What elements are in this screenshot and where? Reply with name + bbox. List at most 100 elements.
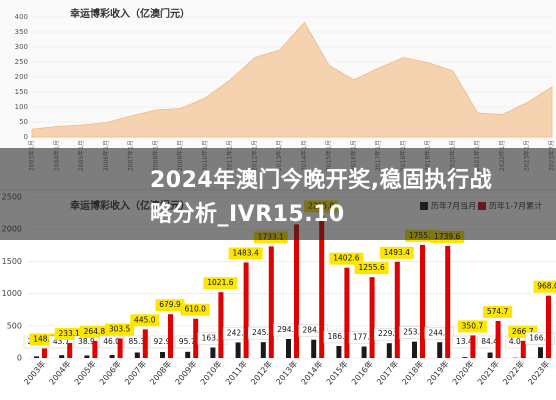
- bar: [142, 329, 148, 358]
- bar: [394, 261, 400, 358]
- value-label: 1483.4: [232, 248, 258, 257]
- bar: [117, 338, 123, 358]
- value-label: 38.9: [78, 337, 95, 346]
- value-label: 245.8: [252, 328, 274, 337]
- value-label: 266.7: [512, 327, 534, 336]
- bar: [67, 342, 73, 358]
- value-label: 166.6: [529, 333, 551, 342]
- value-label: 85.3: [128, 337, 145, 346]
- bar: [243, 262, 249, 358]
- bar: [59, 355, 65, 358]
- bar: [218, 292, 224, 358]
- value-label: 186.2: [328, 332, 350, 341]
- bar: [109, 355, 115, 358]
- headline-band: [0, 148, 556, 240]
- bar: [538, 347, 543, 358]
- area: [31, 21, 553, 138]
- bar: [185, 351, 191, 358]
- bar: [546, 295, 551, 358]
- bar: [235, 342, 241, 358]
- value-label: 445.0: [134, 315, 156, 324]
- y-tick-label: 50: [19, 118, 28, 126]
- bar: [294, 224, 299, 358]
- bar: [336, 346, 342, 358]
- value-label-box: [483, 305, 513, 318]
- y-tick-label: 0: [17, 354, 22, 363]
- value-label: 253.3: [403, 328, 425, 337]
- y-tick-label: 350: [15, 28, 28, 36]
- bar: [210, 347, 216, 358]
- value-label: 610.0: [184, 305, 206, 314]
- y-tick-label: 500: [7, 321, 22, 330]
- bar: [361, 346, 367, 358]
- value-label-box: [105, 323, 135, 336]
- y-tick-label: 300: [15, 43, 28, 51]
- bar: [286, 339, 291, 358]
- value-label-box: [155, 299, 185, 312]
- bar: [520, 340, 526, 358]
- y-tick-label: 1500: [2, 257, 22, 266]
- y-tick-label: 1000: [2, 289, 22, 298]
- value-label: 43.7: [53, 337, 70, 346]
- bar: [487, 352, 493, 358]
- value-label: 84.4: [481, 337, 498, 346]
- value-label-box: [379, 246, 414, 259]
- bar: [311, 339, 317, 358]
- value-label: 574.7: [487, 307, 509, 316]
- y-tick-label: 100: [15, 103, 28, 111]
- value-label: 284.2: [302, 326, 324, 335]
- bar: [462, 357, 468, 358]
- y-tick-label: 200: [15, 73, 28, 81]
- y-tick-label: 0: [24, 133, 28, 141]
- value-label: 163.1: [202, 333, 224, 342]
- bar: [168, 314, 173, 358]
- value-label: 968.0: [537, 282, 556, 291]
- value-label: 1255.6: [358, 263, 384, 272]
- y-tick-label: 400: [15, 13, 28, 21]
- bar: [92, 340, 98, 358]
- value-label-box: [130, 314, 160, 327]
- value-label: 46.0: [103, 337, 120, 346]
- value-label: 177.7: [353, 333, 375, 342]
- headline: 2024年澳门今晚开奖,稳固执行战略分析_IVR15.10: [150, 168, 493, 227]
- value-label: 244.5: [428, 328, 450, 337]
- value-label: 1402.6: [333, 254, 359, 263]
- y-tick-label: 250: [15, 58, 28, 66]
- value-label-box: [329, 252, 364, 265]
- value-label: 350.7: [462, 321, 484, 330]
- bar: [160, 352, 165, 358]
- bar: [34, 356, 39, 358]
- value-label: 294.9: [277, 325, 299, 334]
- chart-title: 幸运博彩收入（亿澳门元）: [70, 7, 190, 20]
- bar: [344, 267, 350, 358]
- value-label: 13.4: [456, 337, 473, 346]
- value-label: 92.9: [154, 337, 171, 346]
- bar: [193, 318, 199, 358]
- y-tick-label: 150: [15, 88, 28, 96]
- bar: [495, 320, 501, 358]
- bar: [42, 348, 47, 358]
- bar: [437, 342, 443, 358]
- bar: [369, 277, 375, 358]
- value-label: 233.1: [58, 329, 80, 338]
- value-label: 4.0: [509, 337, 521, 346]
- value-label: 1021.6: [207, 278, 233, 287]
- value-label: 1493.4: [384, 248, 410, 257]
- value-label-box: [203, 277, 238, 290]
- value-label: 242.1: [227, 328, 249, 337]
- value-label: 95.7: [179, 337, 196, 346]
- value-label-box: [354, 262, 389, 275]
- value-label: 148.3: [33, 334, 55, 343]
- value-label-box: [533, 280, 556, 293]
- value-label-box: [180, 303, 210, 316]
- bar: [412, 341, 417, 358]
- value-label: 229.6: [378, 329, 400, 338]
- bar: [134, 352, 140, 358]
- value-label-box: [79, 325, 109, 338]
- value-label: 303.5: [109, 324, 131, 333]
- bar: [445, 245, 451, 358]
- bar: [84, 355, 90, 358]
- bar: [319, 215, 325, 358]
- bar: [420, 244, 425, 358]
